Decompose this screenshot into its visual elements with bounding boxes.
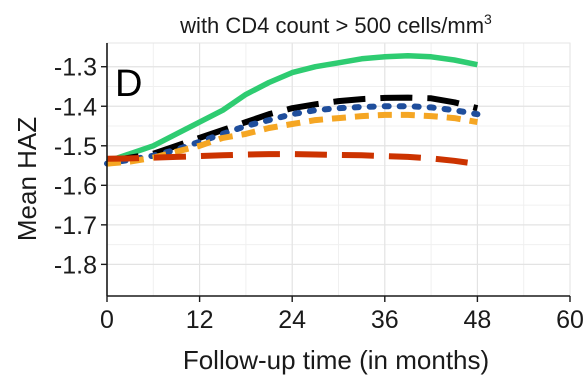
- series-line-1: [106, 52, 478, 165]
- y-tick-label: -1.8: [54, 251, 97, 279]
- chart-title-superscript: 3: [484, 11, 492, 27]
- y-tick-label: -1.7: [54, 212, 97, 240]
- chart-title: with CD4 count > 500 cells/mm3: [179, 11, 492, 38]
- series-line-2: [106, 94, 479, 165]
- series-line-4: [106, 111, 478, 167]
- x-tick-label: 60: [556, 306, 584, 334]
- series-line-3: [104, 103, 481, 167]
- y-tick-label: -1.3: [54, 54, 97, 82]
- chart-title-main: with CD4 count > 500 cells/mm: [179, 13, 484, 38]
- x-tick-label: 0: [100, 306, 114, 334]
- y-tick-label: -1.4: [54, 93, 97, 121]
- x-tick-label: 24: [278, 306, 306, 334]
- y-axis-label: Mean HAZ: [12, 117, 42, 241]
- series-layer: [104, 52, 481, 167]
- panel-label: D: [115, 63, 142, 105]
- axis-layer: 0 12 24 36 48 60 -1.3 -1.4 -1.5 -1.6 -1.7 -1.8: [54, 43, 584, 334]
- x-tick-label: 12: [186, 306, 214, 334]
- y-tick-label: -1.5: [54, 133, 97, 161]
- x-tick-label: 48: [463, 306, 491, 334]
- x-tick-label: 36: [371, 306, 399, 334]
- grid-layer: [106, 43, 571, 296]
- series-line-5: [106, 151, 478, 167]
- x-axis-label: Follow-up time (in months): [183, 345, 489, 375]
- y-tick-label: -1.6: [54, 172, 97, 200]
